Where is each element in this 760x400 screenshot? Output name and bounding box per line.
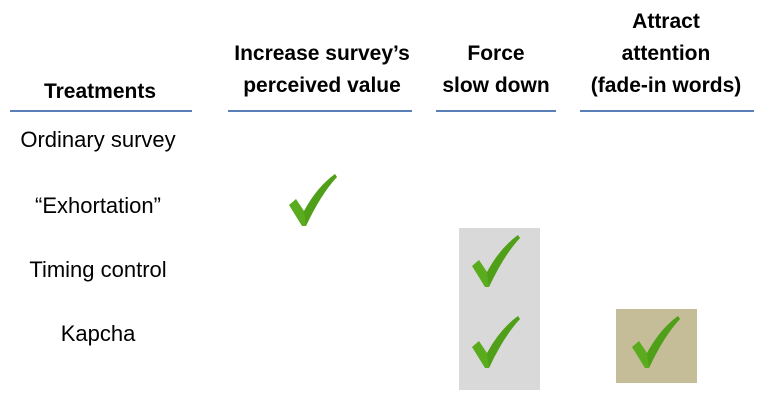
header-slow-down-line-2: slow down (442, 74, 550, 97)
check-mark-icon (630, 314, 680, 370)
row-label-exhortation: “Exhortation” (35, 193, 161, 218)
row-label-timing-control: Timing control (29, 257, 167, 282)
header-perceived-value: Increase survey’s perceived value (212, 38, 432, 102)
header-attention-line-3: (fade-in words) (590, 74, 742, 97)
row-label-kapcha: Kapcha (60, 321, 136, 346)
header-attention: Attract attention (fade-in words) (570, 6, 760, 102)
header-rule-treatments (10, 110, 192, 112)
header-rule-perceived-value (228, 110, 412, 112)
header-slow-down: Force slow down (426, 38, 566, 102)
check-mark-icon (470, 233, 520, 289)
header-attention-line-2: attention (621, 42, 711, 65)
check-mark-icon (470, 314, 520, 370)
header-rule-slow-down (436, 110, 556, 112)
row-label-ordinary-survey: Ordinary survey (20, 127, 176, 152)
header-slow-down-line-1: Force (467, 42, 525, 65)
header-treatments: Treatments (10, 76, 190, 108)
header-perceived-value-line-1: Increase survey’s (234, 42, 410, 65)
header-perceived-value-line-2: perceived value (243, 74, 401, 97)
header-treatments-label: Treatments (43, 80, 157, 103)
check-mark-icon (287, 172, 337, 228)
header-rule-attention (580, 110, 754, 112)
header-attention-line-1: Attract (632, 10, 700, 33)
